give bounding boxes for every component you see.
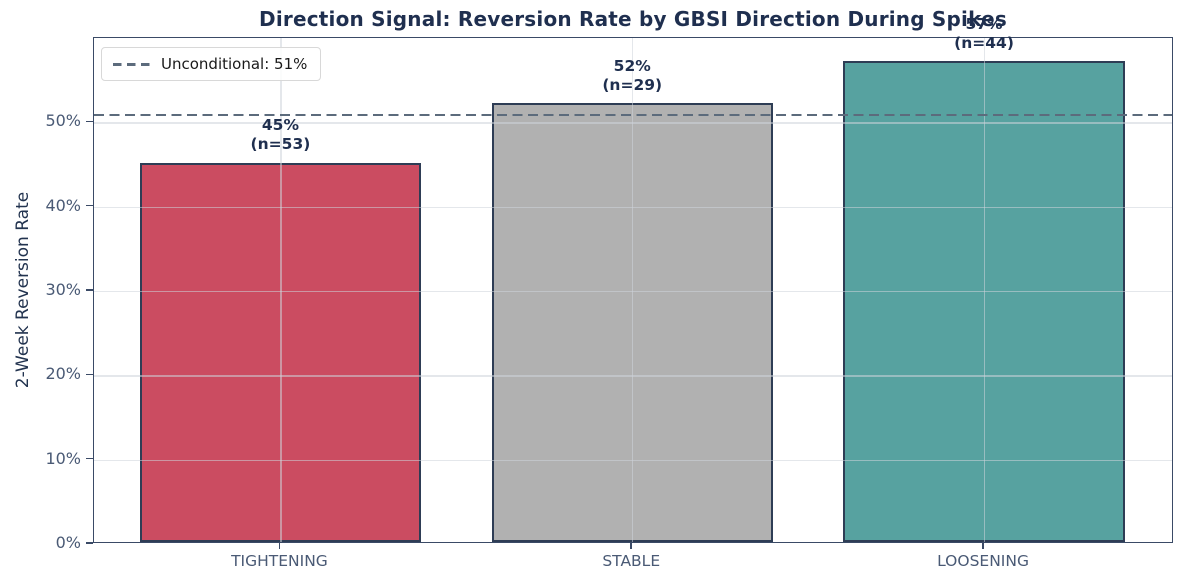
- bar-pct-text: 45%: [261, 115, 299, 134]
- x-tick-label-loosening: LOOSENING: [937, 552, 1029, 570]
- bar-n-text: (n=53): [250, 135, 311, 154]
- y-tick-label: 40%: [45, 195, 81, 215]
- bar-tightening: [139, 162, 422, 542]
- plot-area: Unconditional: 51% 45% (n=53) 52% (n=29) 57%…: [93, 15, 1173, 543]
- y-tick-label: 20%: [45, 364, 81, 384]
- v-gridline: [632, 38, 634, 542]
- legend: Unconditional: 51%: [101, 47, 322, 81]
- y-tick-label: 0%: [55, 533, 81, 552]
- y-tick-mark: [86, 373, 93, 376]
- y-tick-label: 10%: [45, 448, 81, 468]
- bar-stable: [491, 103, 773, 542]
- bar-value-label: 45% (n=53): [251, 116, 311, 155]
- y-tick-mark: [86, 204, 93, 207]
- bar-value-label: 52% (n=29): [602, 57, 662, 96]
- bar-pct-text: 52%: [613, 56, 651, 75]
- legend-label: Unconditional: 51%: [161, 55, 308, 73]
- v-gridline: [984, 38, 986, 542]
- y-tick-mark: [86, 289, 93, 291]
- dashed-line-icon: [113, 62, 150, 66]
- bar-n-text: (n=44): [954, 33, 1014, 52]
- bar-pct-text: 57%: [965, 14, 1003, 33]
- y-tick-mark: [86, 457, 93, 460]
- v-gridline: [280, 38, 282, 542]
- y-tick-mark: [86, 542, 93, 544]
- bar-value-label: 57% (n=44): [954, 15, 1014, 54]
- y-tick-mark: [86, 120, 93, 123]
- x-tick-mark: [278, 543, 281, 549]
- bar-loosening: [843, 61, 1125, 542]
- unconditional-reference-line: [94, 113, 1172, 117]
- y-tick-label: 50%: [45, 111, 81, 131]
- y-tick-label: 30%: [45, 280, 81, 299]
- x-tick-label-stable: STABLE: [602, 552, 661, 570]
- bar-n-text: (n=29): [602, 76, 663, 95]
- chart-title: Direction Signal: Reversion Rate by GBSI…: [259, 7, 1007, 31]
- x-tick-mark: [982, 543, 984, 549]
- x-tick-label-tightening: TIGHTENING: [231, 552, 328, 570]
- x-tick-mark: [630, 543, 632, 549]
